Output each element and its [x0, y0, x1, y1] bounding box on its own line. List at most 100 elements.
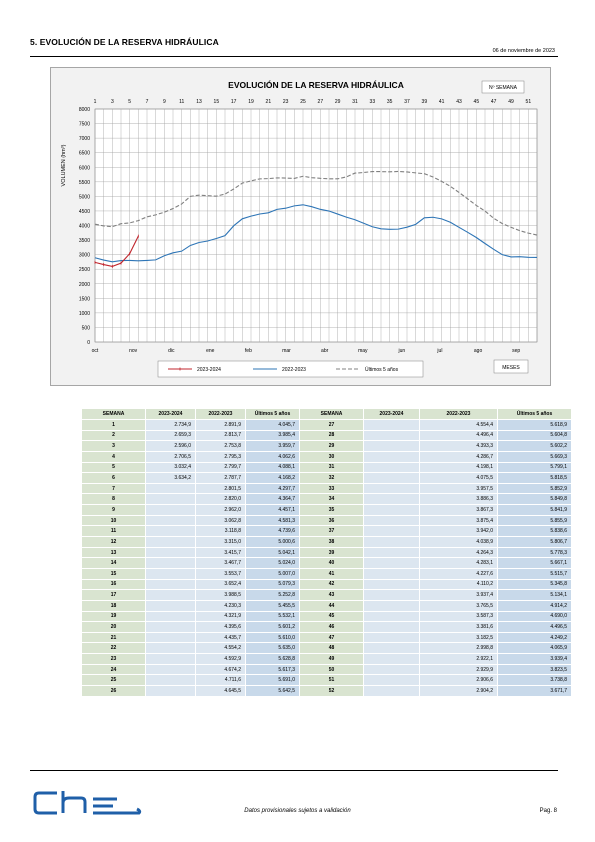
- value-cell: 5.601,2: [245, 621, 300, 633]
- table-row: 22 4.554,2 5.635,0 48 2.998,8 4.065,9: [81, 642, 572, 655]
- value-cell: 2.706,5: [145, 450, 196, 463]
- week-cell: 40: [299, 557, 364, 569]
- series-line-1: [94, 204, 538, 263]
- month-label: may: [358, 348, 368, 354]
- table-row: 16 3.652,4 5.079,3 42 4.110,2 5.345,8: [81, 578, 572, 591]
- value-cell: 2.891,9: [195, 419, 246, 431]
- value-cell: 5.635,0: [245, 642, 300, 655]
- value-cell: [363, 589, 420, 601]
- value-cell: 3.315,0: [195, 536, 246, 548]
- week-cell: 27: [299, 419, 364, 431]
- value-cell: 4.645,5: [195, 685, 246, 697]
- week-cell: 3: [81, 440, 146, 452]
- footer-divider: [30, 770, 558, 771]
- y-tick-label: 3500: [79, 238, 90, 244]
- value-cell: 5.079,3: [245, 578, 300, 591]
- value-cell: [145, 685, 196, 697]
- month-label: ene: [206, 348, 215, 354]
- week-cell: 14: [81, 557, 146, 569]
- value-cell: 5.838,6: [497, 525, 572, 538]
- value-cell: [363, 578, 420, 591]
- value-cell: 2.795,3: [195, 450, 246, 463]
- table-row: 12 3.315,0 5.000,6 38 4.038,9 5.806,7: [81, 536, 572, 548]
- table-row: 25 4.711,6 5.691,0 51 2.906,6 3.738,8: [81, 674, 572, 686]
- header-divider: [30, 56, 558, 57]
- value-cell: 5.345,8: [497, 578, 572, 591]
- value-cell: [363, 610, 420, 623]
- week-tick-label: 39: [422, 99, 428, 105]
- y-tick-label: 6500: [79, 151, 90, 157]
- value-cell: 4.249,2: [497, 631, 572, 644]
- value-cell: [363, 482, 420, 495]
- value-cell: 3.988,5: [195, 589, 246, 601]
- value-cell: [363, 674, 420, 686]
- value-cell: [145, 514, 196, 527]
- value-cell: 4.297,7: [245, 482, 300, 495]
- week-cell: 15: [81, 567, 146, 580]
- week-cell: 38: [299, 536, 364, 548]
- month-label: dic: [168, 348, 175, 354]
- week-cell: 8: [81, 493, 146, 506]
- week-tick-label: 11: [179, 99, 184, 105]
- week-cell: 6: [81, 472, 146, 484]
- column-header: 2022-2023: [195, 408, 246, 420]
- value-cell: 3.671,7: [497, 685, 572, 697]
- value-cell: [363, 663, 420, 676]
- week-tick-label: 3: [111, 99, 114, 105]
- week-cell: 36: [299, 514, 364, 527]
- value-cell: [145, 674, 196, 686]
- week-cell: 11: [81, 525, 146, 538]
- value-cell: 2.801,5: [195, 482, 246, 495]
- week-cell: 21: [81, 631, 146, 644]
- week-tick-label: 31: [352, 99, 358, 105]
- value-cell: 4.321,9: [195, 610, 246, 623]
- value-cell: [145, 567, 196, 580]
- value-cell: 3.032,4: [145, 461, 196, 474]
- week-cell: 49: [299, 653, 364, 665]
- value-cell: 5.134,1: [497, 589, 572, 601]
- value-cell: [363, 567, 420, 580]
- value-cell: 2.734,9: [145, 419, 196, 431]
- value-cell: 5.806,7: [497, 536, 572, 548]
- value-cell: [145, 631, 196, 644]
- value-cell: [363, 685, 420, 697]
- value-cell: 4.393,3: [419, 440, 498, 452]
- page-number: Pag. 8: [539, 808, 557, 814]
- week-cell: 5: [81, 461, 146, 474]
- value-cell: 4.088,1: [245, 461, 300, 474]
- week-cell: 47: [299, 631, 364, 644]
- y-tick-label: 5500: [79, 180, 90, 186]
- value-cell: [363, 546, 420, 559]
- week-tick-label: 45: [474, 99, 480, 105]
- week-cell: 42: [299, 578, 364, 591]
- value-cell: 4.592,9: [195, 653, 246, 665]
- week-cell: 51: [299, 674, 364, 686]
- value-cell: 3.652,4: [195, 578, 246, 591]
- value-cell: 3.182,5: [419, 631, 498, 644]
- chart-title: EVOLUCIÓN DE LA RESERVA HIDRÁULICA: [228, 79, 404, 90]
- table-row: 5 3.032,4 2.799,7 4.088,1 31 4.198,1 5.799,1: [81, 461, 572, 474]
- value-cell: [363, 642, 420, 655]
- table-row: 15 3.553,7 5.007,0 41 4.227,6 5.515,7: [81, 567, 572, 580]
- table-row: 20 4.395,6 5.601,2 46 3.381,6 4.496,5: [81, 621, 572, 633]
- value-cell: [145, 642, 196, 655]
- value-cell: 5.855,9: [497, 514, 572, 527]
- series-line-2: [94, 170, 538, 236]
- table-row: 13 3.415,7 5.042,1 39 4.264,3 5.778,3: [81, 546, 572, 559]
- table-row: 3 2.596,0 2.753,8 3.959,7 29 4.393,3 5.602,2: [81, 440, 572, 452]
- value-cell: 4.690,0: [497, 610, 572, 623]
- value-cell: 3.867,3: [419, 504, 498, 516]
- value-cell: 4.230,3: [195, 599, 246, 612]
- value-cell: 5.778,3: [497, 546, 572, 559]
- week-cell: 43: [299, 589, 364, 601]
- report-date: 06 de noviembre de 2023: [492, 48, 555, 54]
- week-cell: 35: [299, 504, 364, 516]
- value-cell: 4.038,9: [419, 536, 498, 548]
- value-cell: 4.110,2: [419, 578, 498, 591]
- week-tick-label: 23: [283, 99, 289, 105]
- y-tick-label: 2500: [79, 267, 90, 273]
- value-cell: 4.739,6: [245, 525, 300, 538]
- week-cell: 7: [81, 482, 146, 495]
- value-cell: [363, 429, 420, 442]
- week-axis-label: Nº SEMANA: [489, 85, 518, 91]
